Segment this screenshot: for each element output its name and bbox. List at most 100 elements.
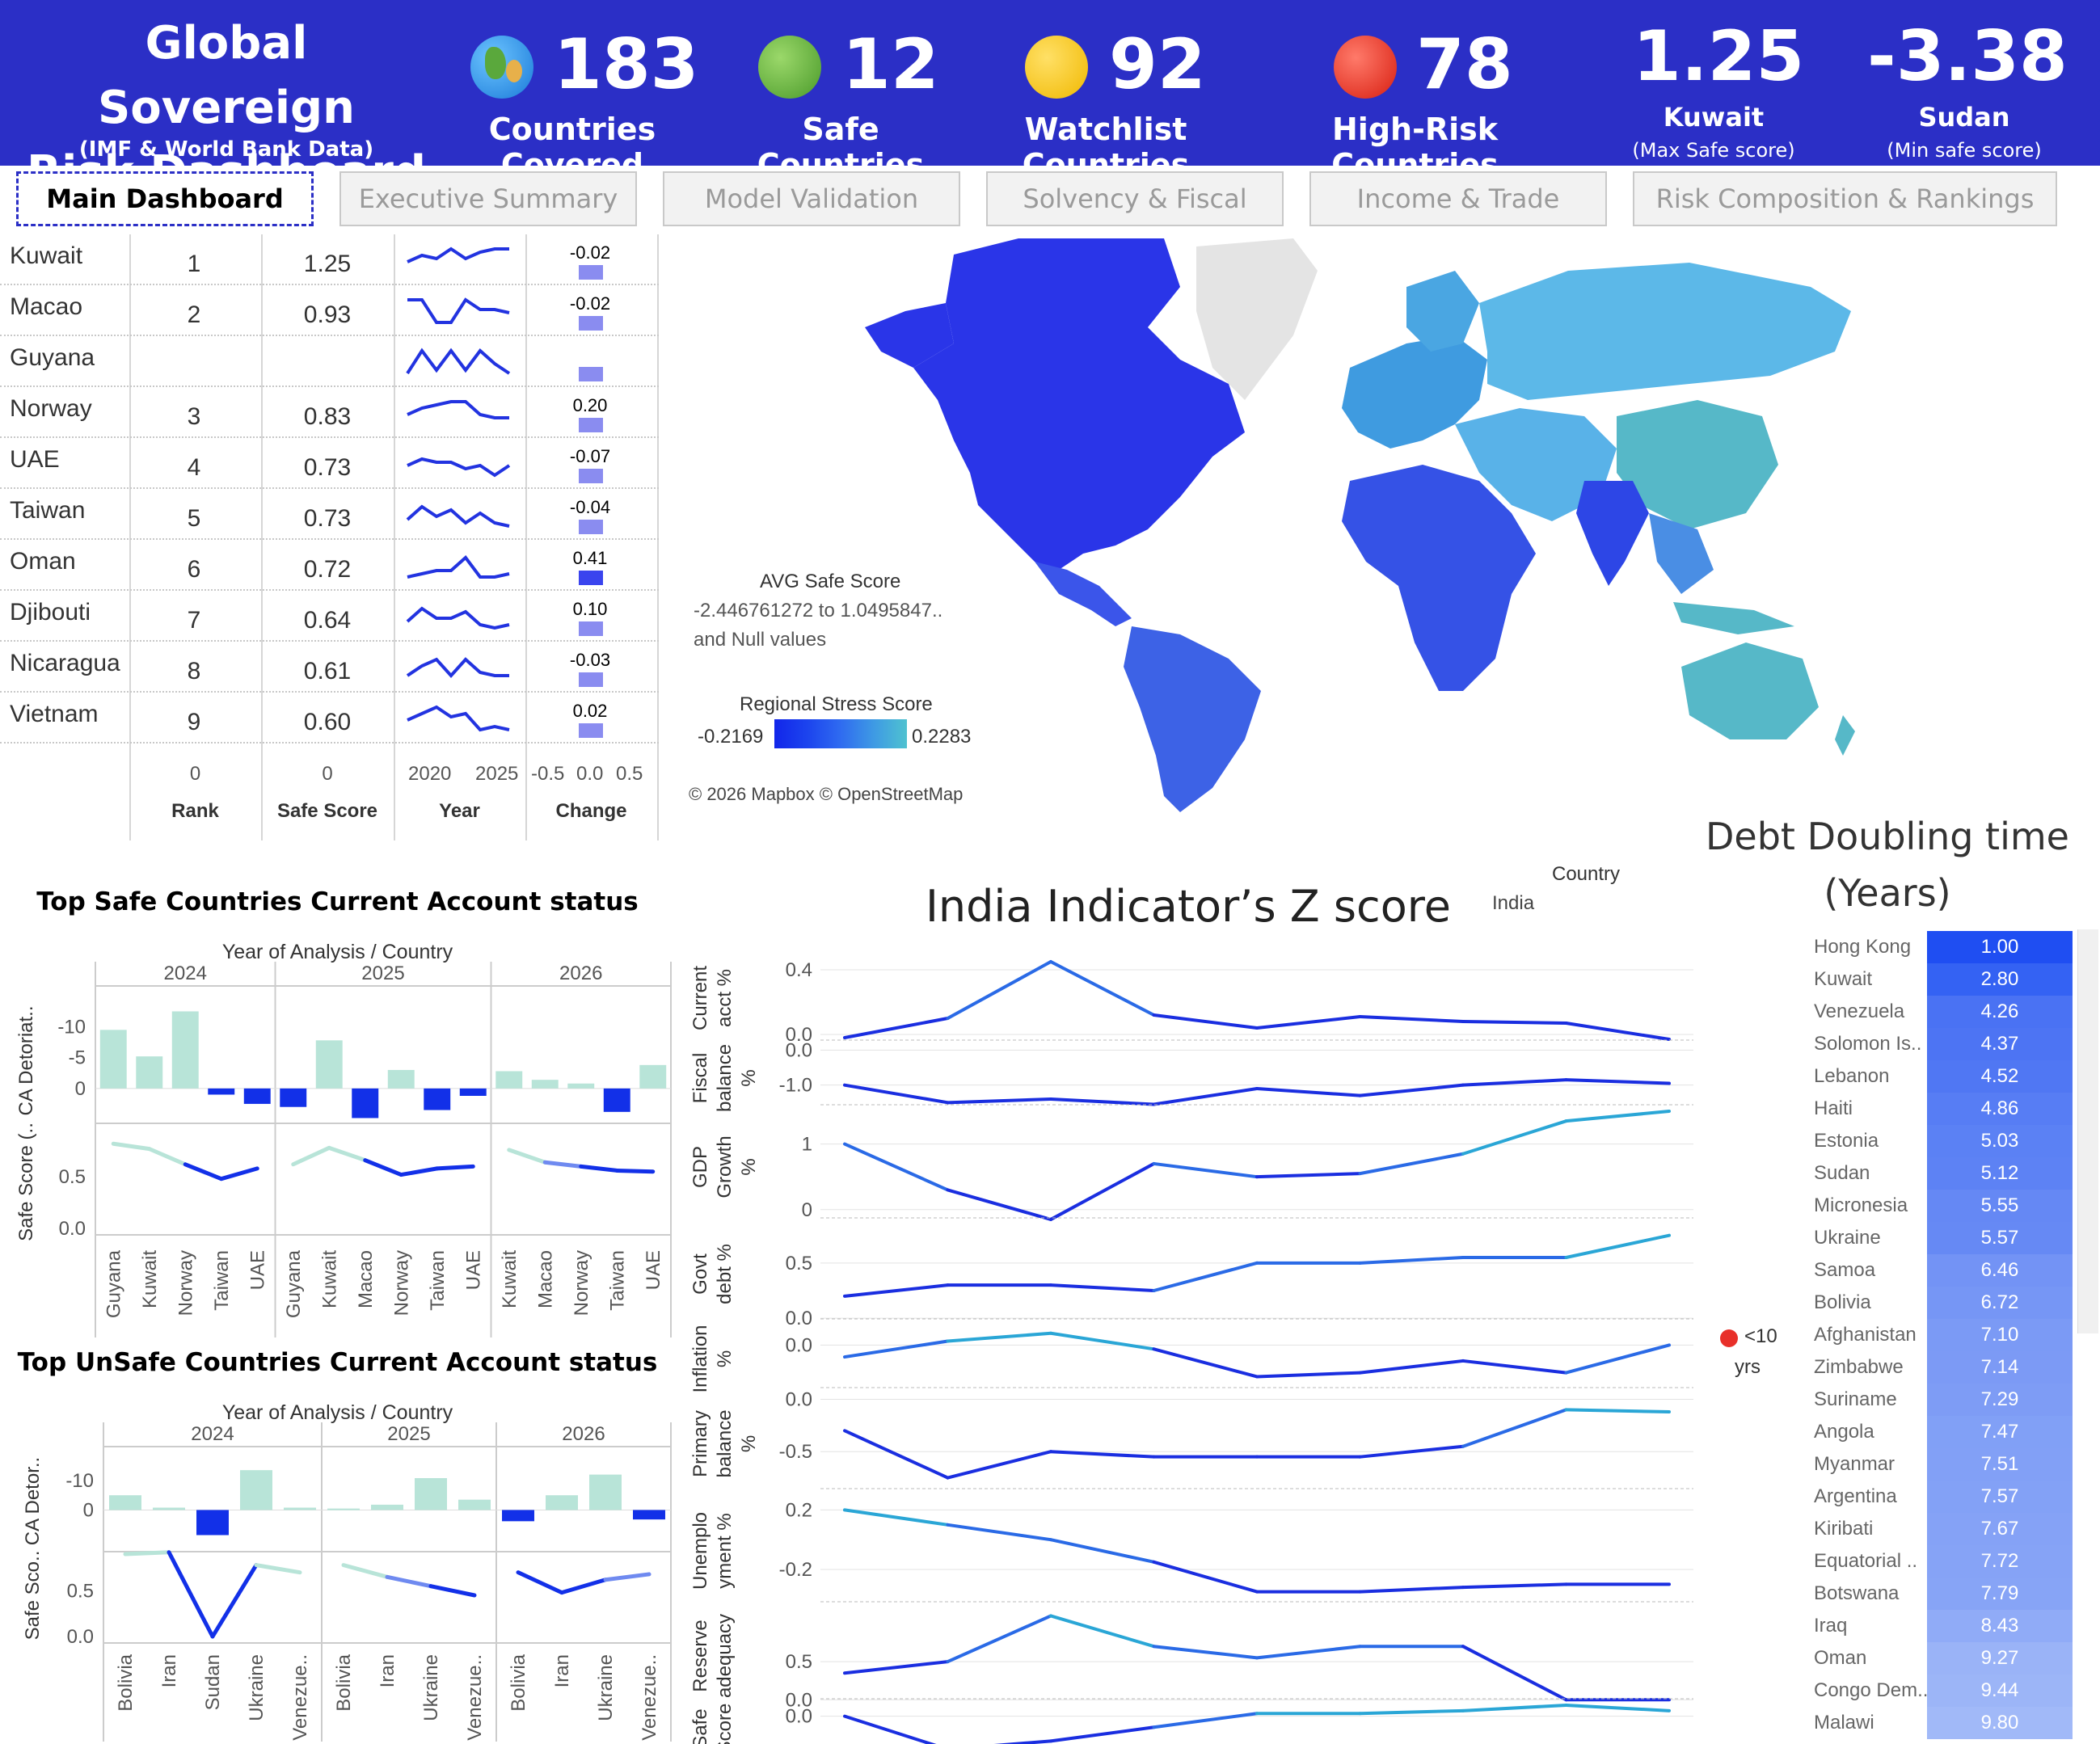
ranking-change: -0.02 [569, 293, 611, 314]
ranking-row[interactable]: Djibouti 7 0.64 0.10 [0, 591, 659, 642]
ranking-row[interactable]: UAE 4 0.73 -0.07 [0, 438, 659, 489]
ca-tick: 0 [83, 1499, 94, 1521]
safe-ca-chart: CA Detoriat.. Safe Score (.. 0 -5 -10 0.5 0.0 2… [15, 962, 672, 1337]
debt-row[interactable]: Hong Kong 1.00 [1809, 931, 2076, 963]
debt-legend-label: <10 [1744, 1325, 1777, 1347]
debt-country: Iraq [1814, 1615, 1848, 1637]
indicator-line [843, 1660, 950, 1675]
debt-row[interactable]: Angola 7.47 [1809, 1416, 2076, 1448]
indicator-line [1049, 1331, 1156, 1351]
debt-row[interactable]: Oman 9.27 [1809, 1642, 2076, 1674]
map-attribution[interactable]: © 2026 Mapbox © OpenStreetMap [689, 784, 964, 804]
indicator-line [1461, 1582, 1568, 1590]
ranking-row[interactable]: Macao 2 0.93 -0.02 [0, 285, 659, 336]
tab-solvency-fiscal[interactable]: Solvency & Fiscal [986, 171, 1284, 226]
indicator-line [1255, 1172, 1362, 1179]
indicator-label: Score [714, 1704, 736, 1744]
ca-bar [495, 1071, 523, 1089]
debt-row[interactable]: Ukraine 5.57 [1809, 1222, 2076, 1254]
indicator-line [1564, 1408, 1671, 1414]
debt-row[interactable]: Suriname 7.29 [1809, 1384, 2076, 1416]
kpi-safe-value: 12 [842, 24, 939, 105]
debt-value-cell: 9.80 [1927, 1707, 2073, 1739]
debt-country: Myanmar [1814, 1453, 1895, 1475]
indicator-line [1358, 1083, 1465, 1097]
tab-main-dashboard[interactable]: Main Dashboard [16, 171, 314, 226]
ranking-row[interactable]: Taiwan 5 0.73 -0.04 [0, 489, 659, 540]
debt-title: Debt Doubling time (Years) [1697, 808, 2077, 921]
country-tick: UAE [462, 1250, 484, 1290]
debt-row[interactable]: Zimbabwe 7.14 [1809, 1351, 2076, 1384]
debt-row[interactable]: Congo Dem.. 9.44 [1809, 1674, 2076, 1707]
tab-executive-summary[interactable]: Executive Summary [339, 171, 637, 226]
ranking-country: Djibouti [10, 599, 91, 626]
tab-income-trade[interactable]: Income & Trade [1309, 171, 1607, 226]
indicator-line [843, 1714, 937, 1744]
ranking-row[interactable]: Vietnam 9 0.60 0.02 [0, 693, 659, 744]
debt-row[interactable]: Iraq 8.43 [1809, 1610, 2076, 1642]
ranking-row[interactable]: Nicaragua 8 0.61 -0.03 [0, 642, 659, 693]
debt-row[interactable]: Samoa 6.46 [1809, 1254, 2076, 1287]
debt-row[interactable]: Bolivia 6.72 [1809, 1287, 2076, 1319]
safe-score-line [363, 1158, 403, 1177]
indicator-line [1049, 1283, 1156, 1292]
world-map[interactable] [679, 238, 1859, 812]
debt-row[interactable]: Venezuela 4.26 [1809, 996, 2076, 1028]
indicator-line [1358, 1444, 1465, 1459]
country-filter-value[interactable]: India [1492, 892, 1535, 914]
indicator-line [1358, 1256, 1465, 1265]
debt-title-line1: Debt Doubling time [1706, 815, 2069, 858]
debt-value-cell: 7.10 [1927, 1319, 2073, 1351]
header-banner: Global Sovereign Risk Dashboard (IMF & W… [0, 0, 2100, 199]
year-header: 2025 [361, 963, 404, 984]
country-tick: Bolivia [333, 1653, 355, 1711]
ranking-row[interactable]: Oman 6 0.72 0.41 [0, 540, 659, 591]
ranking-sparkline [406, 657, 509, 678]
debt-row[interactable]: Malawi 9.80 [1809, 1707, 2076, 1739]
ranking-row[interactable]: Guyana [0, 336, 659, 387]
map-scandinavia [1406, 271, 1479, 352]
tab-risk-composition[interactable]: Risk Composition & Rankings [1633, 171, 2057, 226]
yellow-circle-icon [1025, 36, 1088, 99]
ranking-sparkline [407, 457, 511, 478]
indicator-line [1358, 1708, 1465, 1716]
ca-bar [327, 1508, 360, 1510]
debt-row[interactable]: Argentina 7.57 [1809, 1481, 2076, 1513]
ranking-row[interactable]: Norway 3 0.83 0.20 [0, 387, 659, 438]
indicator-line [946, 960, 1052, 1020]
safe-score-line [516, 1570, 564, 1595]
country-tick: Taiwan [606, 1250, 628, 1311]
ca-axis-title: CA Detor.. [22, 1457, 44, 1545]
indicator-label: Safe [689, 1708, 711, 1744]
debt-row[interactable]: Botswana 7.79 [1809, 1578, 2076, 1610]
debt-row[interactable]: Myanmar 7.51 [1809, 1448, 2076, 1481]
debt-row[interactable]: Micronesia 5.55 [1809, 1190, 2076, 1222]
debt-row[interactable]: Lebanon 4.52 [1809, 1060, 2076, 1093]
safe-score-line [167, 1550, 215, 1639]
tab-model-validation[interactable]: Model Validation [663, 171, 960, 226]
debt-value-cell: 7.57 [1927, 1481, 2073, 1513]
debt-row[interactable]: Estonia 5.03 [1809, 1125, 2076, 1157]
debt-row[interactable]: Solomon Is.. 4.37 [1809, 1028, 2076, 1060]
debt-row[interactable]: Equatorial .. 7.72 [1809, 1545, 2076, 1578]
ranking-row[interactable]: Kuwait 1 1.25 -0.02 [0, 234, 659, 285]
debt-row[interactable]: Kuwait 2.80 [1809, 963, 2076, 996]
indicator-tick: -0.2 [779, 1559, 812, 1581]
map-china [1617, 400, 1778, 529]
debt-row[interactable]: Afghanistan 7.10 [1809, 1319, 2076, 1351]
debt-value-cell: 7.67 [1927, 1513, 2073, 1545]
ca-bar [171, 1011, 199, 1089]
ranking-safe-score: 0.73 [303, 454, 352, 481]
debt-row[interactable]: Sudan 5.12 [1809, 1157, 2076, 1190]
ranking-rank: 4 [187, 454, 201, 481]
indicator-label: yment % [714, 1513, 736, 1588]
indicator-line [1358, 1015, 1465, 1023]
debt-row[interactable]: Haiti 4.86 [1809, 1093, 2076, 1125]
debt-scrollbar[interactable] [2077, 929, 2098, 1333]
indicator-line [993, 1739, 1052, 1744]
indicator-line [1564, 1343, 1671, 1375]
debt-row[interactable]: Kiribati 7.67 [1809, 1513, 2076, 1545]
map-new-zealand [1835, 715, 1855, 756]
debt-country: Venezuela [1814, 1000, 1905, 1022]
debt-legend-label2: yrs [1735, 1356, 1761, 1378]
